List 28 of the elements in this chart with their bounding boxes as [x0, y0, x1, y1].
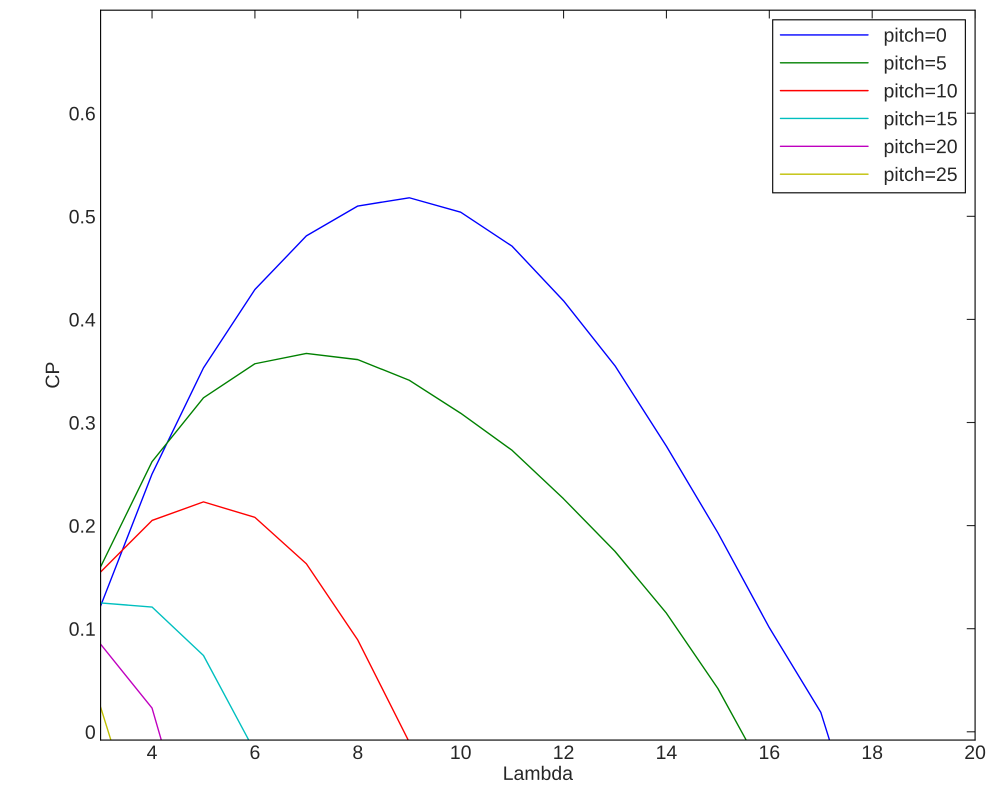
y-tick-label: 0.4 [69, 312, 96, 327]
legend-label: pitch=15 [884, 111, 957, 130]
x-tick-label: 14 [657, 746, 677, 759]
x-tick-label: 10 [451, 745, 471, 760]
x-tick-label: 8 [353, 745, 362, 760]
y-tick-label: 0.5 [69, 210, 95, 224]
x-axis-title: Lambda [504, 766, 573, 780]
y-tick-label: 0 [86, 725, 95, 740]
y-tick-label: 0.6 [69, 106, 95, 120]
x-tick-label: 12 [554, 745, 574, 759]
line-series [100, 352, 747, 740]
line-series [100, 501, 409, 740]
legend-label: pitch=25 [884, 166, 957, 186]
line-series [100, 602, 250, 740]
x-tick-label: 16 [760, 745, 780, 760]
line-series [100, 197, 830, 740]
x-tick-label: 4 [147, 746, 157, 759]
y-tick-label: 0.2 [69, 519, 95, 533]
legend-label: pitch=0 [884, 28, 946, 46]
legend-label: pitch=20 [884, 139, 957, 158]
legend-label: pitch=10 [884, 83, 957, 102]
y-tick-label: 0.3 [69, 416, 95, 430]
x-tick-label: 20 [965, 745, 986, 760]
y-tick-label: 0.1 [69, 622, 95, 636]
legend-label: pitch=5 [884, 55, 946, 74]
x-tick-label: 6 [250, 745, 260, 760]
y-axis-title: CP [46, 362, 60, 388]
x-tick-label: 18 [862, 745, 882, 760]
